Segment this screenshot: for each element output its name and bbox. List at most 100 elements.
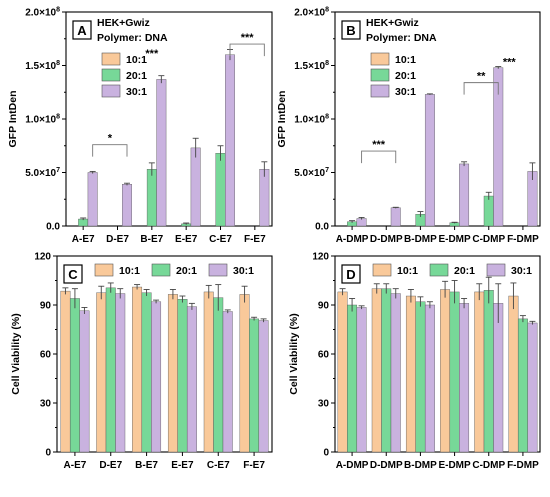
panel-letter: A [77, 23, 87, 38]
bar-10-1-c-e7 [203, 291, 214, 453]
bar-30-1-c-dmp [493, 303, 504, 453]
y-axis-label: GFP IntDen [276, 91, 288, 148]
bar-30-1-c-e7 [222, 311, 233, 453]
y-tick-label: 120 [312, 252, 329, 263]
bar-20-1-c-dmp [483, 290, 494, 453]
bar-30-1-f-e7 [258, 320, 269, 453]
y-tick-label: 1.5×108 [25, 60, 60, 72]
bar-30-1-a-e7 [79, 310, 90, 453]
info-line: Polymer: DNA [366, 32, 437, 44]
bar-20-1-b-dmp [415, 301, 426, 453]
legend-label: 30:1 [233, 265, 254, 277]
significance-label: *** [241, 32, 255, 44]
significance-bracket [361, 150, 397, 164]
significance-bracket [463, 82, 499, 95]
info-line: HEK+Gwiz [97, 17, 150, 29]
legend-label: 20:1 [454, 265, 475, 277]
significance-bracket [92, 144, 128, 157]
significance-bracket [229, 43, 265, 57]
panel-letter-box [341, 20, 361, 40]
significance-label: * [108, 133, 113, 145]
panel-letter-box [72, 20, 92, 40]
significance-label: *** [145, 48, 159, 60]
plot-frame [334, 11, 541, 227]
y-tick-label: 2.0×108 [294, 7, 329, 19]
bar-30-1-c-e7 [225, 54, 235, 227]
x-tick-label: C-DMP [472, 460, 505, 471]
info-line: Polymer: DNA [97, 32, 168, 44]
x-tick-label: F-DMP [507, 460, 539, 471]
y-tick-label: 0 [45, 448, 51, 459]
x-tick-label: E-E7 [175, 234, 198, 245]
x-tick-label: E-DMP [438, 234, 471, 245]
legend-swatch-20-1 [370, 68, 390, 82]
x-tick-label: A-E7 [72, 234, 95, 245]
legend-label: 20:1 [126, 70, 147, 82]
bar-30-1-a-dmp [356, 307, 367, 453]
x-tick-label: C-DMP [472, 234, 505, 245]
bar-10-1-a-dmp [337, 291, 348, 453]
bar-30-1-b-dmp [424, 304, 435, 453]
bar-30-1-b-dmp [424, 94, 435, 227]
y-tick-label: 30 [40, 399, 52, 410]
bar-30-1-e-dmp [459, 163, 470, 227]
bar-20-1-c-e7 [215, 153, 226, 227]
y-axis-label: Cell Viability (%) [10, 313, 22, 395]
y-tick-label: 30 [318, 399, 330, 410]
bar-10-1-f-dmp [508, 295, 519, 453]
y-tick-label: 60 [318, 350, 330, 361]
legend-swatch-30-1 [370, 84, 390, 98]
bar-20-1-a-e7 [69, 298, 80, 453]
bar-30-1-d-dmp [390, 207, 401, 227]
legend-swatch-20-1 [101, 68, 121, 82]
bar-30-1-d-e7 [122, 184, 132, 227]
y-tick-label: 60 [40, 350, 52, 361]
legend-swatch-30-1 [101, 84, 121, 98]
bar-10-1-d-dmp [371, 288, 382, 453]
bar-30-1-d-dmp [390, 293, 401, 453]
bar-10-1-e-e7 [167, 294, 178, 453]
bar-20-1-c-dmp [483, 195, 494, 227]
legend-label: 10:1 [395, 54, 416, 66]
x-tick-label: C-E7 [207, 460, 230, 471]
panel-a: 0.0 5.0×107 1.0×108 1.5×108 2.0×108 GFP IntDe… [7, 7, 273, 245]
x-tick-label: A-DMP [336, 234, 369, 245]
x-tick-label: B-DMP [404, 234, 437, 245]
panel-c: 0 30 60 90 120 Cell Viability (%) A-E7 D-E7 B-E7… [10, 252, 273, 471]
y-tick-label: 2.0×108 [25, 7, 60, 19]
x-tick-label: D-DMP [370, 234, 403, 245]
panel-b: 0.0 5.0×107 1.0×108 1.5×108 2.0×108 GFP IntDe… [276, 7, 541, 245]
panel-letter: D [346, 267, 355, 282]
bar-30-1-b-e7 [156, 79, 167, 227]
y-axis-label: Cell Viability (%) [288, 313, 300, 395]
panel-letter-box [63, 264, 83, 284]
legend-label: 10:1 [126, 54, 147, 66]
legend-label: 30:1 [126, 86, 147, 98]
bar-10-1-b-dmp [405, 295, 416, 453]
legend-swatch-10-1 [101, 52, 121, 66]
legend-swatch-30-1 [208, 263, 228, 277]
x-tick-label: A-DMP [336, 460, 369, 471]
bar-20-1-c-e7 [213, 297, 224, 453]
x-tick-label: C-E7 [209, 234, 232, 245]
x-tick-label: D-E7 [99, 460, 122, 471]
bar-30-1-e-e7 [186, 306, 197, 453]
x-tick-label: E-DMP [438, 460, 471, 471]
x-tick-label: E-E7 [171, 460, 194, 471]
bar-10-1-c-dmp [474, 291, 485, 453]
y-axis-label: GFP IntDen [7, 91, 19, 148]
bar-20-1-d-e7 [105, 287, 116, 453]
bar-30-1-e-dmp [459, 303, 470, 453]
bar-20-1-e-e7 [177, 299, 188, 453]
y-tick-label: 1.0×108 [294, 114, 329, 126]
bar-30-1-d-e7 [115, 293, 126, 453]
legend-swatch-10-1 [94, 263, 114, 277]
legend-label: 20:1 [176, 265, 197, 277]
info-line: HEK+Gwiz [366, 17, 419, 29]
bar-30-1-e-e7 [190, 147, 201, 227]
legend-label: 10:1 [119, 265, 140, 277]
bar-20-1-f-e7 [249, 318, 260, 453]
y-tick-label: 90 [318, 301, 330, 312]
bar-30-1-f-dmp [527, 322, 538, 453]
